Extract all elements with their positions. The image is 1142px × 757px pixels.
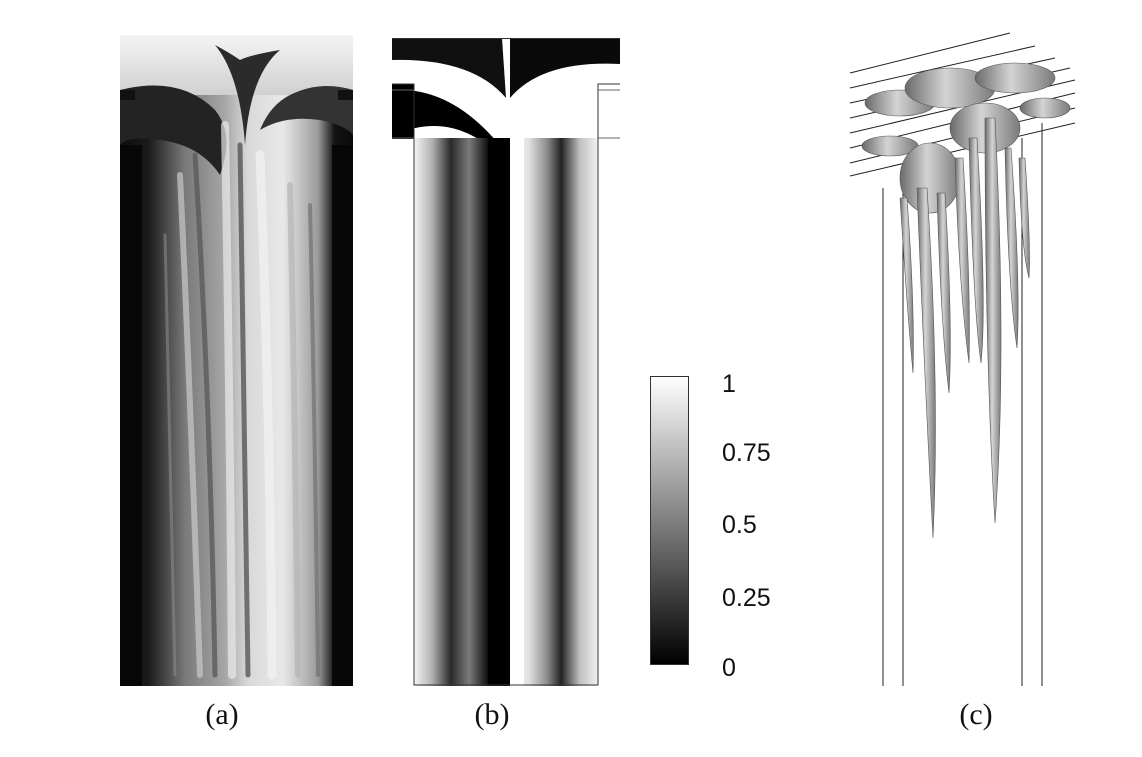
colorbar-tick: 0.5 bbox=[722, 511, 757, 539]
colorbar-tick: 0.25 bbox=[722, 584, 771, 612]
colorbar-tick: 0 bbox=[722, 654, 736, 682]
panel-c-isosurface bbox=[849, 32, 1076, 686]
panel-b-simulation bbox=[392, 38, 620, 686]
panel-c-caption: (c) bbox=[959, 698, 993, 731]
panel-a-photograph bbox=[120, 35, 353, 686]
panel-a-caption: (a) bbox=[205, 698, 239, 731]
panel-b-caption: (b) bbox=[474, 698, 510, 731]
colorbar-tick: 0.75 bbox=[722, 439, 771, 467]
colorbar bbox=[650, 376, 689, 665]
colorbar-tick: 1 bbox=[722, 370, 736, 398]
